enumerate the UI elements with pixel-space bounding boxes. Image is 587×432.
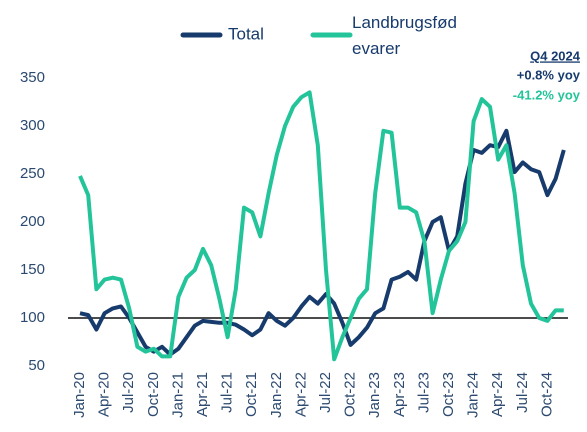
x-tick-label: Jan-20 bbox=[71, 372, 88, 418]
x-tick-label: Apr-24 bbox=[489, 372, 506, 417]
x-tick-label: Jul-22 bbox=[317, 372, 334, 413]
x-tick-label: Apr-23 bbox=[391, 372, 408, 417]
x-tick-label: Oct-24 bbox=[538, 372, 555, 417]
x-tick-label: Jan-21 bbox=[169, 372, 186, 418]
legend-label: Total bbox=[228, 24, 264, 43]
y-tick-label: 350 bbox=[20, 69, 45, 86]
x-tick-label: Jul-20 bbox=[120, 372, 137, 413]
x-tick-label: Jul-24 bbox=[514, 372, 531, 413]
legend-label-box: Landbrugsfødevarer bbox=[352, 13, 457, 58]
x-tick-label: Apr-21 bbox=[194, 372, 211, 417]
x-tick-label: Apr-20 bbox=[96, 372, 113, 417]
x-tick-label: Jan-24 bbox=[465, 372, 482, 418]
y-tick-label: 300 bbox=[20, 117, 45, 134]
series-line bbox=[78, 90, 564, 362]
annotation-total: +0.8% yoy bbox=[517, 67, 581, 82]
annotation-title: Q4 2024 bbox=[530, 48, 581, 63]
series-line bbox=[79, 128, 566, 357]
x-tick-label: Oct-23 bbox=[440, 372, 457, 417]
x-tick-label: Oct-21 bbox=[243, 372, 260, 417]
y-tick-label: 200 bbox=[20, 213, 45, 230]
y-tick-label: 100 bbox=[20, 309, 45, 326]
x-tick-label: Jan-22 bbox=[268, 372, 285, 418]
legend-label: Landbrugsfødevarer bbox=[352, 13, 457, 58]
x-tick-label: Oct-20 bbox=[145, 372, 162, 417]
y-tick-label: 50 bbox=[28, 357, 45, 374]
y-tick-label: 150 bbox=[20, 261, 45, 278]
x-tick-label: Oct-22 bbox=[342, 372, 359, 417]
x-tick-label: Jul-23 bbox=[415, 372, 432, 413]
x-tick-label: Jan-23 bbox=[366, 372, 383, 418]
x-tick-label: Jul-21 bbox=[219, 372, 236, 413]
annotation-food: -41.2% yoy bbox=[513, 87, 581, 102]
x-tick-label: Apr-22 bbox=[292, 372, 309, 417]
y-tick-label: 250 bbox=[20, 165, 45, 182]
